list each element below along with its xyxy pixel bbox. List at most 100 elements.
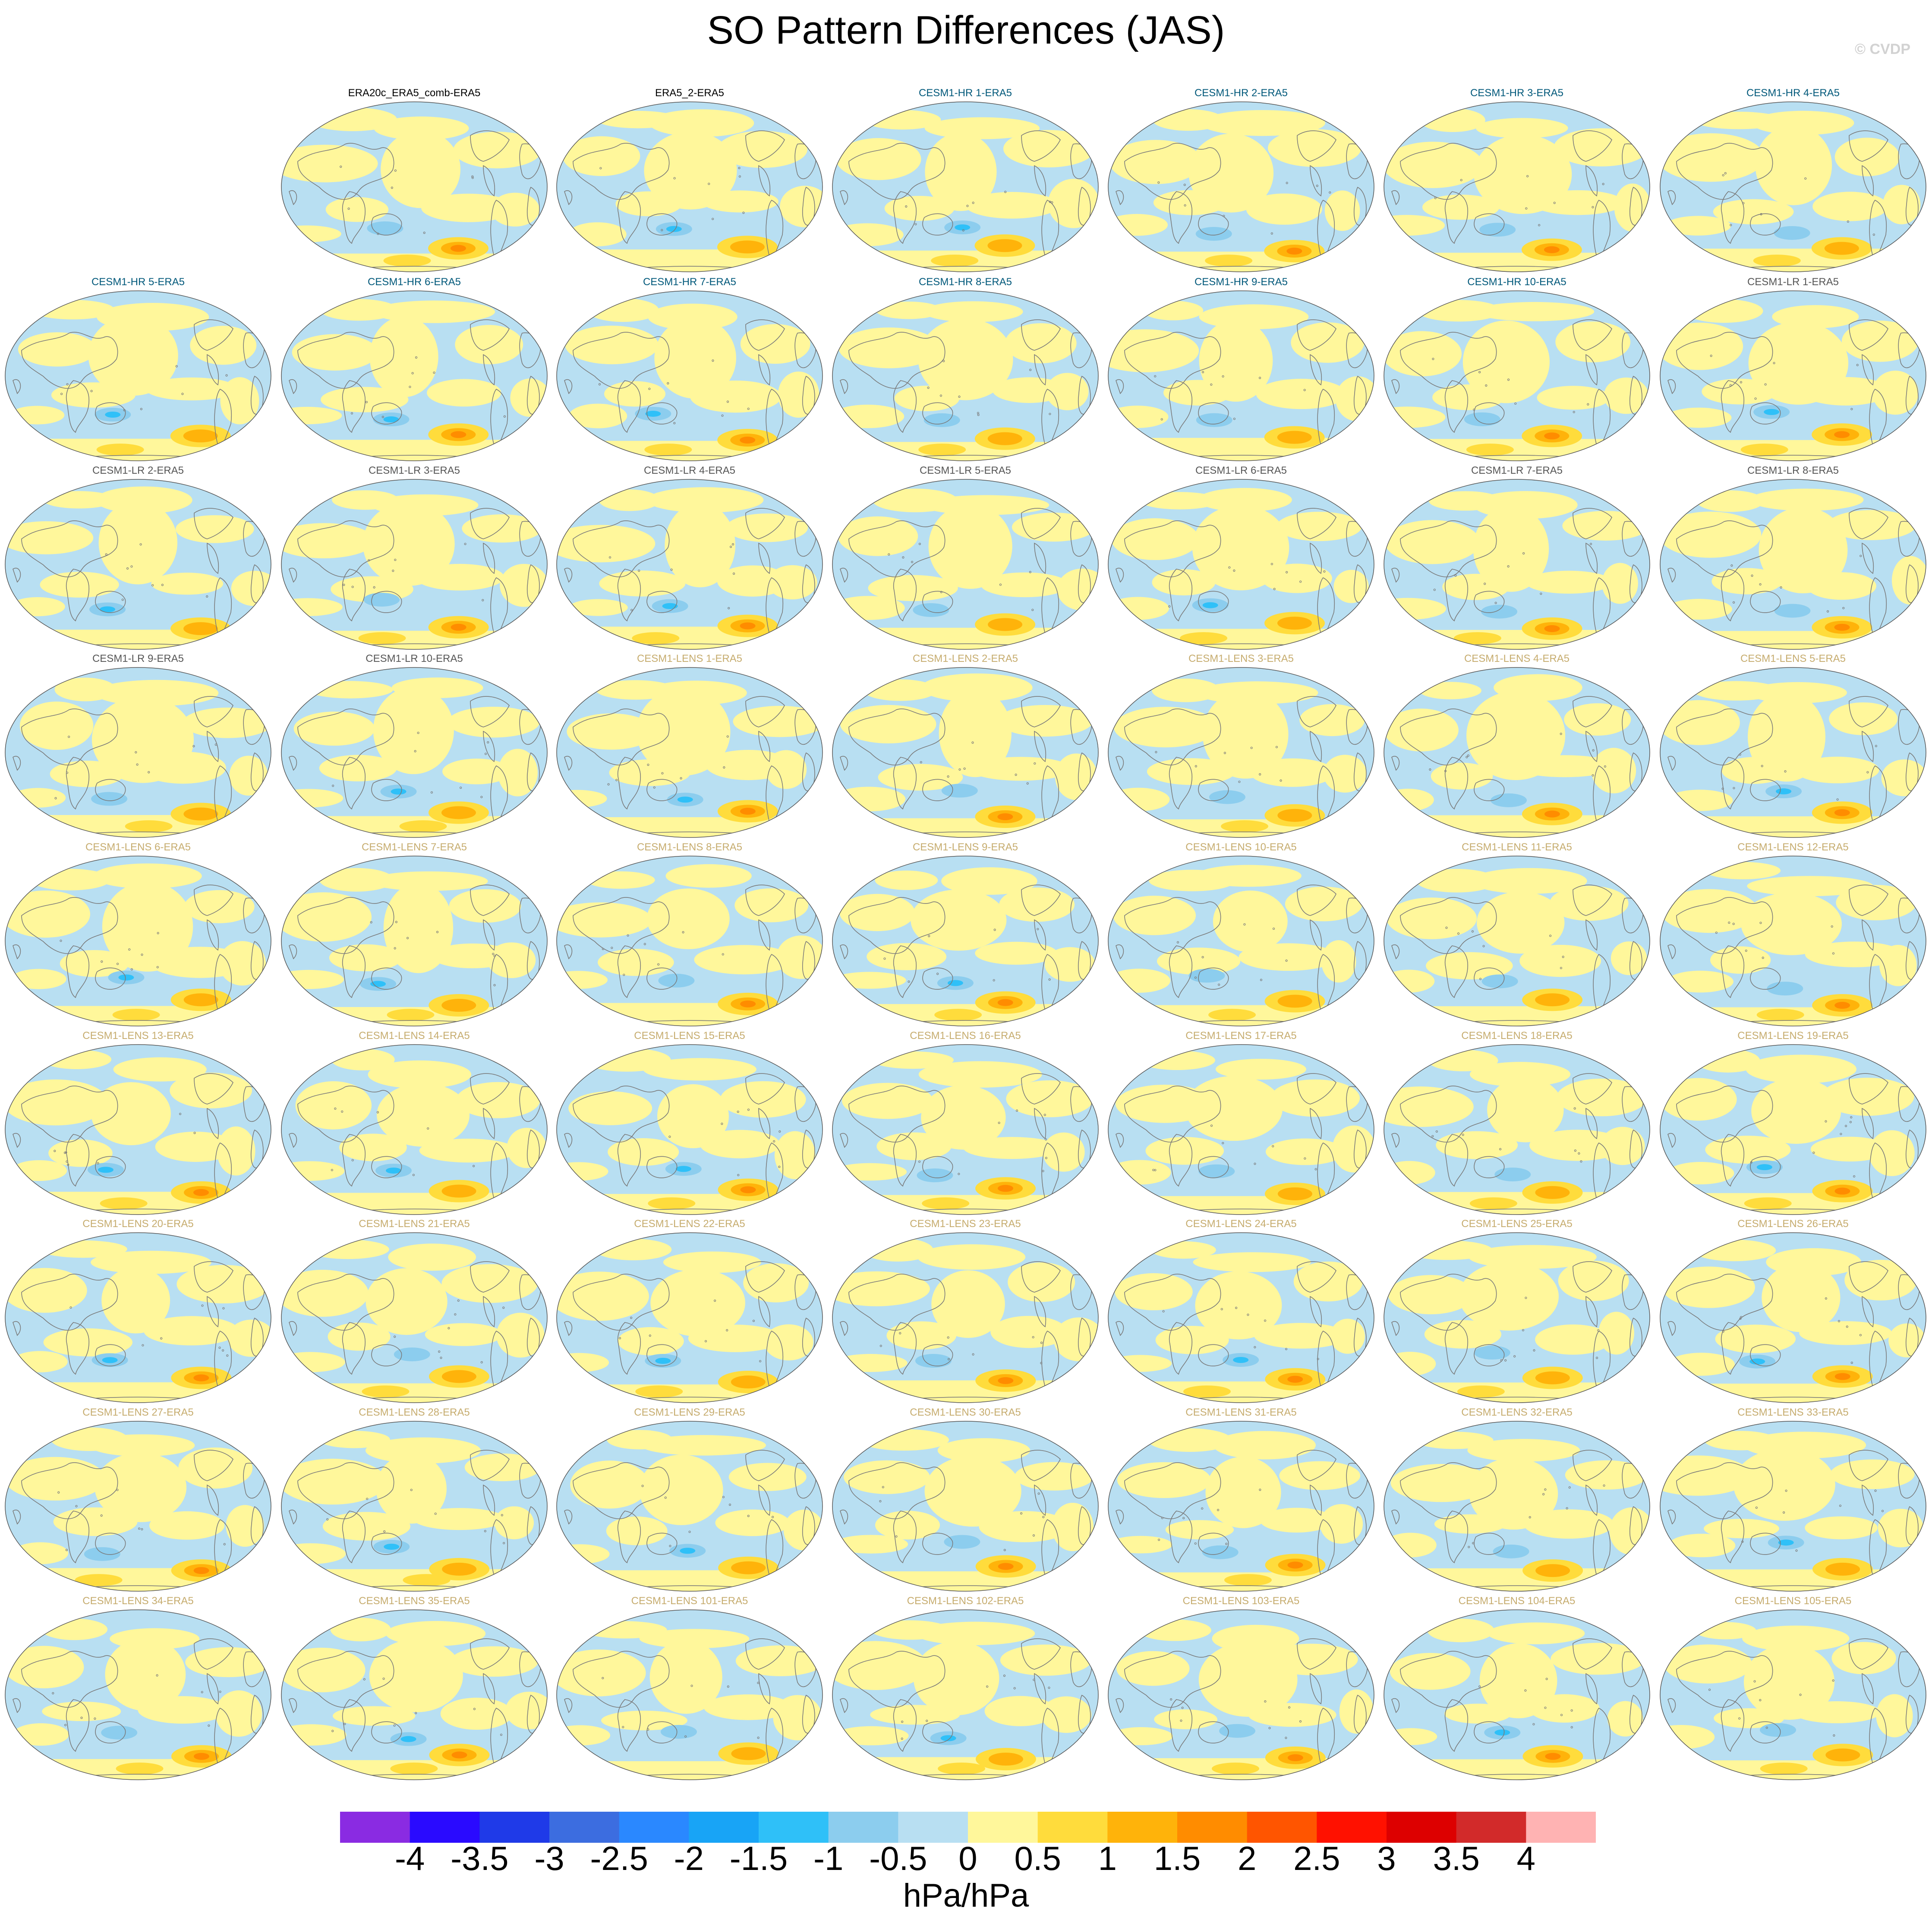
colorbar-swatch xyxy=(410,1812,480,1843)
map-panel xyxy=(281,290,548,461)
map-panel-18: CESM1-LR 6-ERA5 xyxy=(1103,465,1379,653)
map-panel-38: CESM1-LENS 16-ERA5 xyxy=(827,1030,1103,1218)
panel-label: CESM1-LR 4-ERA5 xyxy=(643,465,736,476)
map-panel-49: CESM1-LENS 27-ERA5 xyxy=(0,1407,276,1595)
panel-label: CESM1-LR 10-ERA5 xyxy=(366,653,463,664)
panel-label: CESM1-LENS 103-ERA5 xyxy=(1182,1595,1300,1607)
panel-label: CESM1-HR 7-ERA5 xyxy=(643,276,737,288)
map-panel-55: CESM1-LENS 33-ERA5 xyxy=(1655,1407,1931,1595)
map-panel-40: CESM1-LENS 18-ERA5 xyxy=(1379,1030,1655,1218)
map-panel-23: CESM1-LENS 1-ERA5 xyxy=(552,653,828,841)
panel-label: CESM1-HR 6-ERA5 xyxy=(367,276,461,288)
map-panel-44: CESM1-LENS 22-ERA5 xyxy=(552,1218,828,1407)
colorbar-swatch xyxy=(689,1812,759,1843)
map-panel-35: CESM1-LENS 13-ERA5 xyxy=(0,1030,276,1218)
panel-label: CESM1-LR 1-ERA5 xyxy=(1747,276,1839,288)
map-panel xyxy=(556,290,823,461)
map-panel-31: CESM1-LENS 9-ERA5 xyxy=(827,841,1103,1030)
map-panel xyxy=(556,667,823,838)
map-panel xyxy=(832,1044,1099,1215)
panel-label: CESM1-LENS 35-ERA5 xyxy=(359,1595,470,1607)
map-panel-12: CESM1-HR 10-ERA5 xyxy=(1379,276,1655,465)
map-panel-61: CESM1-LENS 104-ERA5 xyxy=(1379,1595,1655,1784)
map-panel xyxy=(5,1609,271,1780)
map-panel-30: CESM1-LENS 8-ERA5 xyxy=(552,841,828,1030)
map-panel-19: CESM1-LR 7-ERA5 xyxy=(1379,465,1655,653)
copyright-note: © CVDP xyxy=(1855,41,1910,57)
colorbar-swatch xyxy=(1456,1812,1526,1843)
map-panel-60: CESM1-LENS 103-ERA5 xyxy=(1103,1595,1379,1784)
colorbar-tick-label: 2 xyxy=(1237,1839,1257,1877)
map-panel xyxy=(1384,479,1650,650)
map-panel xyxy=(1660,1609,1926,1780)
map-panel xyxy=(281,667,548,838)
map-panel xyxy=(556,1232,823,1403)
map-panel xyxy=(1108,479,1374,650)
panel-label: CESM1-LR 9-ERA5 xyxy=(92,653,184,664)
panel-label: CESM1-LENS 25-ERA5 xyxy=(1461,1218,1573,1230)
map-panel-2: ERA5_2-ERA5 xyxy=(552,87,828,276)
colorbar-swatch xyxy=(340,1812,410,1843)
colorbar-tick-label: -2 xyxy=(674,1839,704,1877)
panel-label: ERA5_2-ERA5 xyxy=(655,87,725,99)
panel-label: CESM1-LENS 27-ERA5 xyxy=(82,1407,194,1418)
colorbar-tick-label: -3 xyxy=(534,1839,564,1877)
panel-label: CESM1-LENS 101-ERA5 xyxy=(631,1595,748,1607)
panel-label: CESM1-LR 2-ERA5 xyxy=(92,465,184,476)
map-panel-16: CESM1-LR 4-ERA5 xyxy=(552,465,828,653)
colorbar-swatch xyxy=(898,1812,968,1843)
panel-label: CESM1-HR 1-ERA5 xyxy=(918,87,1012,99)
map-panel-58: CESM1-LENS 101-ERA5 xyxy=(552,1595,828,1784)
map-panel-52: CESM1-LENS 30-ERA5 xyxy=(827,1407,1103,1595)
panel-label: CESM1-LENS 13-ERA5 xyxy=(82,1030,194,1042)
panel-label: CESM1-HR 2-ERA5 xyxy=(1194,87,1288,99)
colorbar-tick-label: -1 xyxy=(813,1839,844,1877)
map-panel xyxy=(1660,101,1926,272)
map-panel xyxy=(1108,856,1374,1026)
map-panel xyxy=(556,1044,823,1215)
map-panel xyxy=(5,1232,271,1403)
colorbar-tick-label: 0.5 xyxy=(1014,1839,1061,1877)
map-panel xyxy=(1108,1232,1374,1403)
panel-label: CESM1-LENS 104-ERA5 xyxy=(1458,1595,1576,1607)
colorbar-tick-label: 3 xyxy=(1377,1839,1396,1877)
colorbar-swatch xyxy=(1107,1812,1178,1843)
panel-label: CESM1-LENS 2-ERA5 xyxy=(912,653,1018,664)
colorbar-swatch xyxy=(619,1812,689,1843)
map-panel-3: CESM1-HR 1-ERA5 xyxy=(827,87,1103,276)
panel-label: CESM1-HR 5-ERA5 xyxy=(91,276,185,288)
map-panel-10: CESM1-HR 8-ERA5 xyxy=(827,276,1103,465)
map-panel-36: CESM1-LENS 14-ERA5 xyxy=(276,1030,552,1218)
map-panel xyxy=(832,290,1099,461)
map-panel xyxy=(1660,290,1926,461)
panel-label: CESM1-LR 3-ERA5 xyxy=(368,465,460,476)
map-panel xyxy=(832,667,1099,838)
colorbar-tick-label: 4 xyxy=(1516,1839,1536,1877)
map-panel-25: CESM1-LENS 3-ERA5 xyxy=(1103,653,1379,841)
map-panel xyxy=(281,101,548,272)
map-panel-17: CESM1-LR 5-ERA5 xyxy=(827,465,1103,653)
map-panel xyxy=(281,1421,548,1592)
panel-label: CESM1-LENS 6-ERA5 xyxy=(85,841,191,853)
figure-title: SO Pattern Differences (JAS) xyxy=(707,8,1225,52)
map-panel-46: CESM1-LENS 24-ERA5 xyxy=(1103,1218,1379,1407)
panel-label: CESM1-LENS 32-ERA5 xyxy=(1461,1407,1573,1418)
map-panel-62: CESM1-LENS 105-ERA5 xyxy=(1655,1595,1931,1784)
map-panel xyxy=(1384,1421,1650,1592)
colorbar-tick-label: -0.5 xyxy=(869,1839,927,1877)
panel-label: CESM1-LENS 19-ERA5 xyxy=(1737,1030,1849,1042)
colorbar-tick-label: 3.5 xyxy=(1433,1839,1480,1877)
map-panel-13: CESM1-LR 1-ERA5 xyxy=(1655,276,1931,465)
panel-label: CESM1-LENS 16-ERA5 xyxy=(910,1030,1021,1042)
map-panel xyxy=(5,290,271,461)
panel-label: CESM1-HR 4-ERA5 xyxy=(1746,87,1840,99)
map-panel xyxy=(832,1609,1099,1780)
map-panel xyxy=(832,1232,1099,1403)
map-panel xyxy=(5,1421,271,1592)
map-panel xyxy=(1108,290,1374,461)
panel-label: CESM1-LENS 17-ERA5 xyxy=(1185,1030,1297,1042)
map-panel-34: CESM1-LENS 12-ERA5 xyxy=(1655,841,1931,1030)
panel-label: CESM1-LENS 1-ERA5 xyxy=(637,653,743,664)
map-panel-27: CESM1-LENS 5-ERA5 xyxy=(1655,653,1931,841)
panel-label: CESM1-LENS 31-ERA5 xyxy=(1185,1407,1297,1418)
